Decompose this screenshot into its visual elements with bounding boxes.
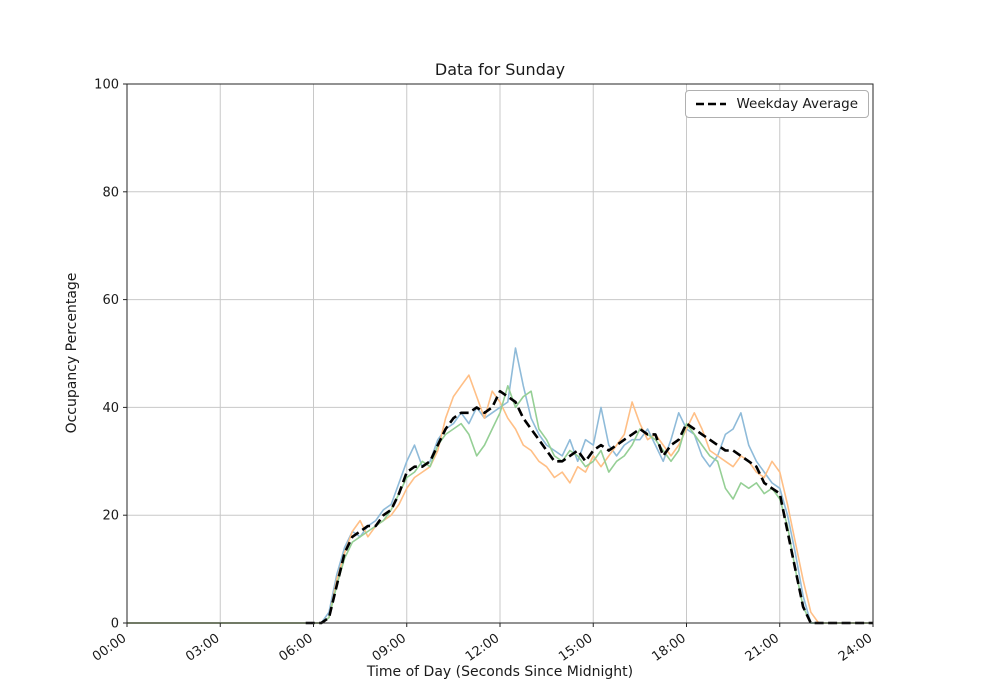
- y-tick-label: 60: [102, 293, 119, 308]
- x-axis-label: Time of Day (Seconds Since Midnight): [366, 664, 634, 680]
- x-tick-label: 12:00: [463, 631, 502, 665]
- x-tick-label: 21:00: [743, 631, 782, 665]
- x-tick-label: 03:00: [183, 631, 222, 665]
- y-tick-label: 40: [102, 401, 119, 416]
- dashed-line-icon: [696, 102, 727, 106]
- x-tick-label: 18:00: [649, 631, 688, 665]
- y-tick-label: 20: [102, 509, 119, 524]
- legend: Weekday Average: [685, 90, 869, 118]
- chart-title: Data for Sunday: [434, 60, 566, 79]
- x-tick-label: 09:00: [370, 631, 409, 665]
- x-tick-label: 15:00: [556, 631, 595, 665]
- y-tick-label: 0: [111, 617, 119, 632]
- series-weekday-average: [305, 389, 873, 625]
- x-tick-label: 24:00: [836, 631, 875, 665]
- legend-label: Weekday Average: [736, 96, 858, 112]
- y-axis-label: Occupancy Percentage: [64, 272, 80, 434]
- x-tick-label: 06:00: [276, 631, 315, 665]
- y-tick-label: 80: [102, 185, 119, 200]
- y-tick-label: 100: [94, 78, 119, 93]
- x-tick-label: 00:00: [90, 631, 129, 665]
